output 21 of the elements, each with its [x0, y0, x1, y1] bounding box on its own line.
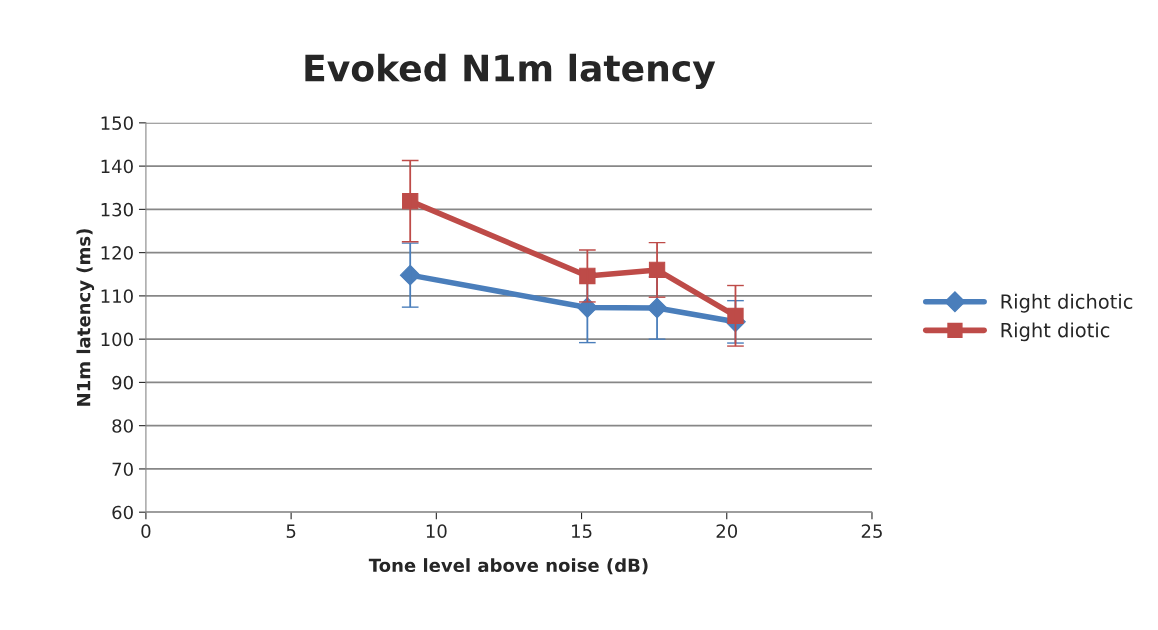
y-tick-label: 130 [101, 202, 133, 217]
x-tick-label: 15 [572, 524, 592, 538]
y-tick-label: 110 [101, 289, 133, 304]
y-tick-label: 100 [101, 332, 133, 347]
y-axis-title: N1m latency (ms) [76, 229, 95, 406]
y-tick-label: 70 [112, 462, 133, 477]
chart-title: Evoked N1m latency [305, 53, 716, 89]
y-tick-label: 150 [101, 116, 133, 130]
x-tick-label: 5 [286, 524, 296, 538]
y-tick-label: 120 [101, 246, 133, 260]
legend-label: Right dichotic [1001, 293, 1133, 313]
legend-label: Right diotic [1001, 322, 1110, 342]
y-tick-label: 60 [112, 505, 133, 520]
x-tick-label: 20 [716, 524, 738, 538]
y-tick-label: 90 [112, 375, 133, 390]
x-axis-title: Tone level above noise (dB) [368, 558, 648, 575]
y-tick-label: 140 [101, 159, 133, 174]
x-tick-label: 25 [861, 524, 882, 538]
x-tick-label: 0 [141, 524, 151, 538]
y-tick-label: 80 [112, 419, 133, 433]
x-tick-label: 10 [426, 524, 447, 538]
